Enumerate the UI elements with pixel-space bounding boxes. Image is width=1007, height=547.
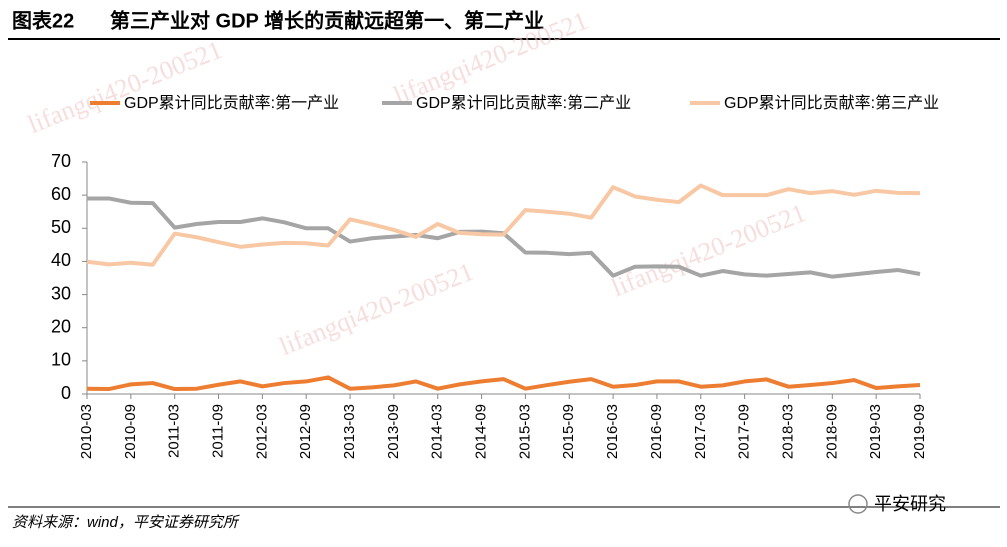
series-line [86, 183, 921, 267]
x-tick-label: 2010-03 [78, 404, 95, 459]
x-tick-label: 2017-09 [736, 404, 753, 459]
y-tick-label: 30 [51, 283, 71, 303]
y-tick-label: 20 [51, 316, 71, 336]
watermark: lifangqi420-200521 [607, 198, 809, 302]
y-tick-label: 50 [51, 217, 71, 237]
x-tick-label: 2012-09 [297, 404, 314, 459]
legend-label: GDP累计同比贡献率:第一产业 [124, 94, 339, 112]
x-tick-label: 2016-09 [648, 404, 665, 459]
legend-label: GDP累计同比贡献率:第三产业 [724, 94, 939, 112]
x-tick-label: 2011-09 [209, 404, 226, 458]
source-note: 资料来源：wind，平安证券研究所 [12, 514, 240, 531]
x-tick-label: 2018-03 [779, 404, 796, 459]
x-tick-label: 2014-03 [429, 404, 446, 459]
figure-number: 图表22 [12, 8, 74, 32]
y-tick-label: 0 [61, 383, 71, 403]
x-tick-label: 2018-09 [823, 404, 840, 459]
x-tick-label: 2015-03 [516, 404, 533, 459]
y-tick-label: 40 [51, 250, 71, 270]
y-tick-label: 70 [51, 151, 71, 171]
series-line [86, 375, 921, 392]
x-tick-label: 2014-09 [473, 404, 490, 459]
watermark: lifangqi420-200521 [275, 257, 477, 361]
watermark: lifangqi420-200521 [24, 35, 226, 139]
logo-icon [848, 494, 868, 514]
x-tick-label: 2017-03 [692, 404, 709, 459]
x-tick-label: 2011-03 [166, 404, 183, 458]
x-tick-label: 2013-09 [385, 404, 402, 459]
y-tick-label: 10 [51, 350, 71, 370]
x-tick-label: 2019-03 [867, 404, 884, 459]
chart-title: 第三产业对 GDP 增长的贡献远超第一、第二产业 [110, 8, 544, 32]
x-tick-label: 2019-09 [911, 404, 928, 459]
x-tick-label: 2010-09 [122, 404, 139, 459]
logo-text: 平安研究 [874, 494, 946, 514]
x-tick-label: 2016-03 [604, 404, 621, 459]
legend-label: GDP累计同比贡献率:第二产业 [416, 94, 631, 112]
y-tick-label: 60 [51, 184, 71, 204]
x-tick-label: 2013-03 [341, 404, 358, 459]
x-tick-label: 2012-03 [253, 404, 270, 459]
x-tick-label: 2015-09 [560, 404, 577, 459]
